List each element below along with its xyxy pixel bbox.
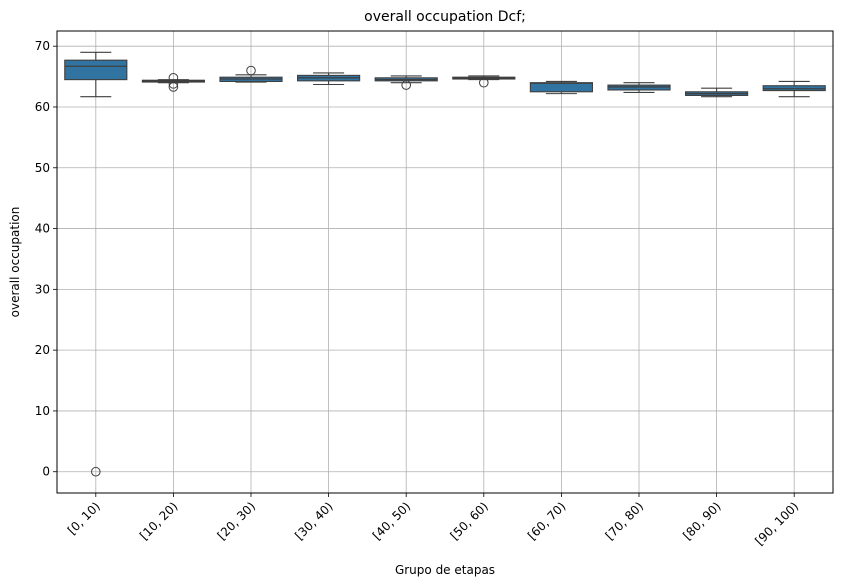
y-tick-label: 0: [42, 465, 50, 479]
outlier-point: [246, 65, 256, 76]
outlier-point: [168, 79, 179, 89]
plot-frame: [56, 30, 834, 494]
box: [64, 59, 128, 81]
grid: [57, 31, 833, 493]
outlier-point: [168, 73, 179, 83]
box-group: [219, 65, 283, 83]
outlier-point: [168, 82, 179, 92]
y-tick-label: 40: [35, 222, 50, 236]
y-axis-ticks: 0 10 20 30 40 50 60 70: [35, 39, 57, 479]
boxes: [64, 51, 826, 477]
y-tick-label: 10: [35, 404, 50, 418]
x-tick-label: [80, 90): [680, 499, 724, 543]
chart-title: overall occupation Dcf;: [364, 9, 526, 25]
x-tick-label: [90, 100): [752, 499, 801, 548]
y-tick-label: 20: [35, 343, 50, 357]
box-group: [452, 75, 516, 88]
y-axis-label: overall occupation: [8, 207, 22, 318]
x-tick-label: [10, 20): [137, 499, 181, 543]
outlier-point: [91, 466, 101, 477]
x-tick-label: [60, 70): [525, 499, 569, 543]
outlier-point: [401, 80, 412, 90]
box-group: [762, 80, 826, 98]
box: [529, 82, 593, 93]
outlier-point: [479, 77, 489, 88]
y-tick-label: 50: [35, 161, 50, 175]
x-axis-ticks: [0, 10) [10, 20) [20, 30) [30, 40) [40, 50) […: [65, 493, 801, 548]
x-tick-label: [20, 30): [215, 499, 259, 543]
x-tick-label: [30, 40): [292, 499, 336, 543]
y-tick-label: 30: [35, 282, 50, 296]
box-group: [374, 75, 438, 90]
x-tick-label: [40, 50): [370, 499, 414, 543]
y-tick-label: 70: [35, 39, 50, 53]
box-group: [529, 80, 593, 95]
box-group: [141, 73, 205, 92]
box-group: [685, 87, 749, 98]
x-axis-label: Grupo de etapas: [395, 563, 495, 577]
y-tick-label: 60: [35, 100, 50, 114]
x-tick-label: [50, 60): [447, 499, 491, 543]
x-tick-label: [0, 10): [65, 499, 103, 537]
box-group: [297, 72, 361, 86]
box-group: [64, 51, 128, 477]
box-group: [607, 82, 671, 93]
x-tick-label: [70, 80): [603, 499, 647, 543]
